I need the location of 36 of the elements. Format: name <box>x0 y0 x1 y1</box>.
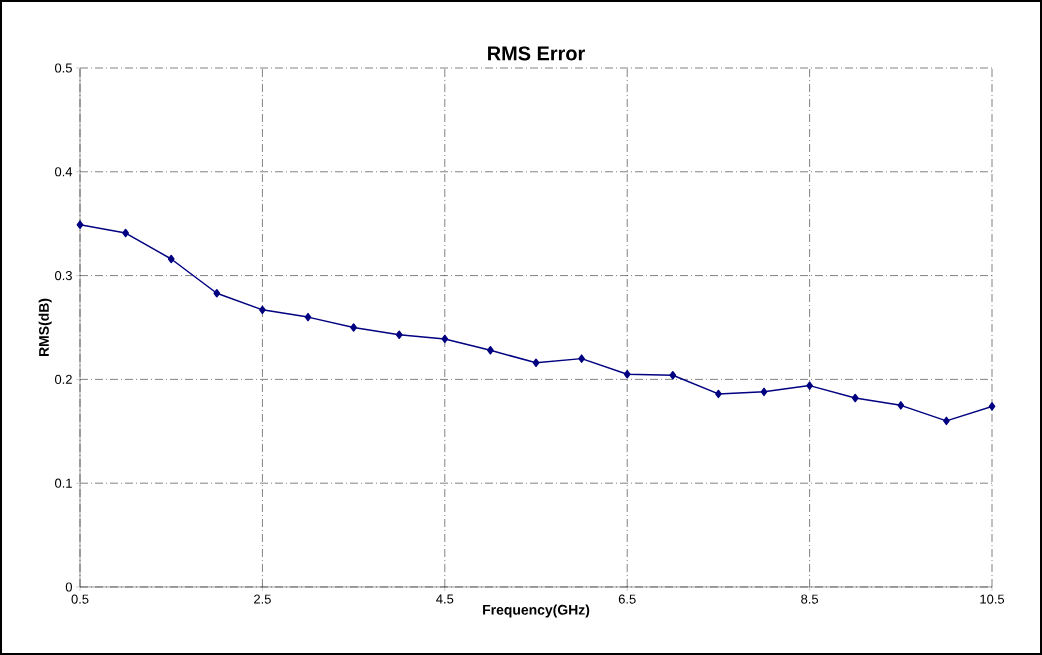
y-tick-label: 0.3 <box>54 271 72 281</box>
point <box>897 401 905 410</box>
point <box>578 354 585 363</box>
y-tick-label: 0.4 <box>54 167 73 177</box>
point <box>669 370 677 380</box>
y-axis-title: RMS(dB) <box>38 298 52 356</box>
point <box>395 330 403 339</box>
x-tick-label: 10.5 <box>980 594 1005 604</box>
point <box>350 323 357 332</box>
point <box>304 312 312 322</box>
x-tick-label: 2.5 <box>254 594 271 604</box>
x-tick-label: 4.5 <box>436 594 454 604</box>
point <box>943 416 950 426</box>
point <box>988 402 996 411</box>
point <box>259 305 266 315</box>
y-tick-label: 0 <box>65 582 72 592</box>
point <box>441 334 449 344</box>
point <box>851 393 859 403</box>
point <box>213 288 221 298</box>
x-tick-label: 6.5 <box>618 594 636 604</box>
x-tick-label: 0.5 <box>71 594 89 604</box>
point <box>623 369 631 379</box>
point <box>532 358 540 368</box>
point <box>806 381 813 390</box>
y-tick-label: 0.5 <box>54 63 72 73</box>
y-tick-label: 0.2 <box>54 374 72 384</box>
point <box>760 387 768 397</box>
y-tick-label: 0.1 <box>54 478 72 488</box>
point <box>76 220 84 229</box>
chart-title: RMS Error <box>488 46 585 61</box>
point <box>715 389 722 399</box>
x-tick-label: 8.5 <box>801 594 819 604</box>
x-axis-title: Frequency(GHz) <box>483 604 590 618</box>
point <box>122 228 129 238</box>
point <box>167 254 175 264</box>
point <box>487 346 494 355</box>
